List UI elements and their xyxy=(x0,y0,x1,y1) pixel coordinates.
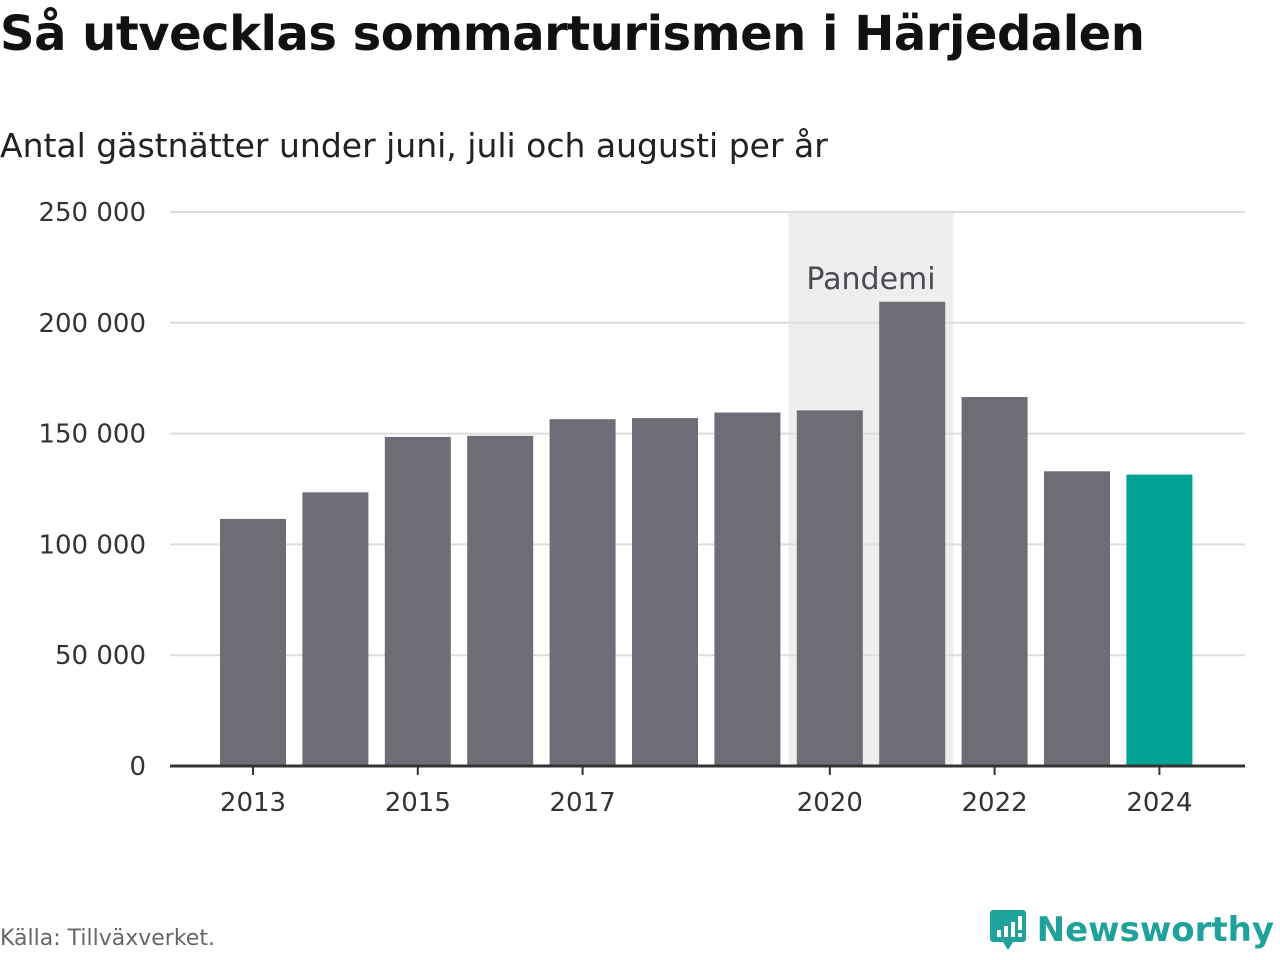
x-tick-label: 2017 xyxy=(550,788,616,818)
bar-chart: 0 50 000 100 000 150 000 200 000 250 000 2013 2… xyxy=(38,198,1245,818)
bar-2018 xyxy=(632,418,698,766)
x-tick-label: 2022 xyxy=(962,788,1028,818)
source-note: Källa: Tillväxverket. xyxy=(0,926,215,951)
bar-2014 xyxy=(302,492,369,766)
x-tick-label: 2015 xyxy=(385,788,451,818)
y-tick-label: 100 000 xyxy=(38,530,146,560)
bar-2023 xyxy=(1044,471,1110,766)
x-tick-label: 2013 xyxy=(220,788,286,818)
y-tick-label: 0 xyxy=(129,752,146,782)
bars xyxy=(220,301,1193,766)
bar-2016 xyxy=(467,435,534,766)
bar-2013 xyxy=(220,518,286,766)
x-tick-label: 2020 xyxy=(797,788,863,818)
newsworthy-logo-icon xyxy=(989,910,1026,950)
chart-subtitle: Antal gästnätter under juni, juli och au… xyxy=(0,126,828,165)
brand-name: Newsworthy xyxy=(1036,910,1274,950)
brand-logo: Newsworthy xyxy=(989,908,1274,952)
bar-2020 xyxy=(796,410,863,766)
bar-2017 xyxy=(549,419,616,766)
y-tick-label: 50 000 xyxy=(55,641,146,671)
y-tick-label: 200 000 xyxy=(38,309,146,339)
bar-2021 xyxy=(879,301,946,766)
y-tick-label: 250 000 xyxy=(38,198,146,228)
y-tick-label: 150 000 xyxy=(38,420,146,450)
bar-2015 xyxy=(384,436,451,766)
axes xyxy=(170,764,1245,775)
bar-2024 xyxy=(1126,474,1193,766)
chart-title: Så utvecklas sommarturismen i Härjedalen xyxy=(0,6,1145,62)
labels: 0 50 000 100 000 150 000 200 000 250 000 2013 2… xyxy=(38,198,1192,818)
pandemic-label: Pandemi xyxy=(806,262,935,297)
bar-2019 xyxy=(714,412,781,766)
x-tick-label: 2024 xyxy=(1126,788,1192,818)
bar-2022 xyxy=(961,397,1028,766)
